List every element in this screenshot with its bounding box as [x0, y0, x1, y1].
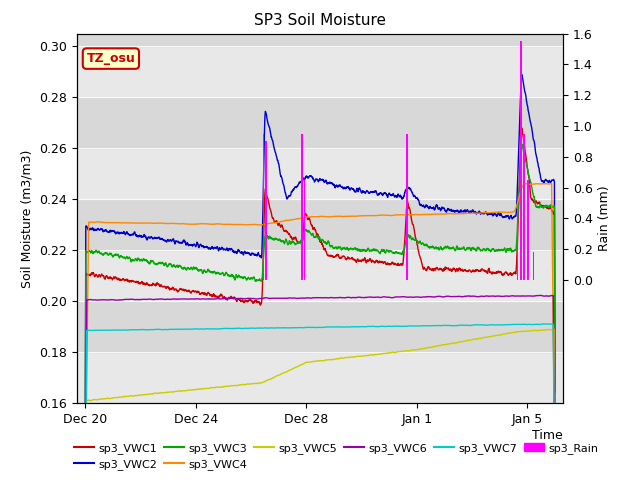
Bar [77, 97, 563, 148]
Bar [406, 134, 408, 280]
Bar [77, 352, 563, 403]
Bar [77, 199, 563, 250]
Bar [517, 216, 518, 280]
Y-axis label: Soil Moisture (m3/m3): Soil Moisture (m3/m3) [20, 149, 34, 288]
Bar [77, 250, 563, 301]
Text: TZ_osu: TZ_osu [86, 52, 135, 65]
Legend: sp3_VWC1, sp3_VWC2, sp3_VWC3, sp3_VWC4, sp3_VWC5, sp3_VWC6, sp3_VWC7, sp3_Rain: sp3_VWC1, sp3_VWC2, sp3_VWC3, sp3_VWC4, … [70, 438, 603, 474]
Bar [77, 47, 563, 97]
Bar [77, 34, 563, 47]
Bar [527, 180, 529, 280]
Title: SP3 Soil Moisture: SP3 Soil Moisture [254, 13, 386, 28]
Bar [301, 134, 303, 280]
Bar [265, 142, 267, 280]
Bar [304, 180, 305, 280]
Bar [532, 252, 534, 280]
Bar [77, 301, 563, 352]
Bar [262, 134, 264, 280]
Bar [520, 41, 522, 280]
Bar [524, 134, 525, 280]
Y-axis label: Rain (mm): Rain (mm) [598, 186, 611, 251]
Text: Time: Time [532, 429, 563, 442]
Bar [77, 148, 563, 199]
